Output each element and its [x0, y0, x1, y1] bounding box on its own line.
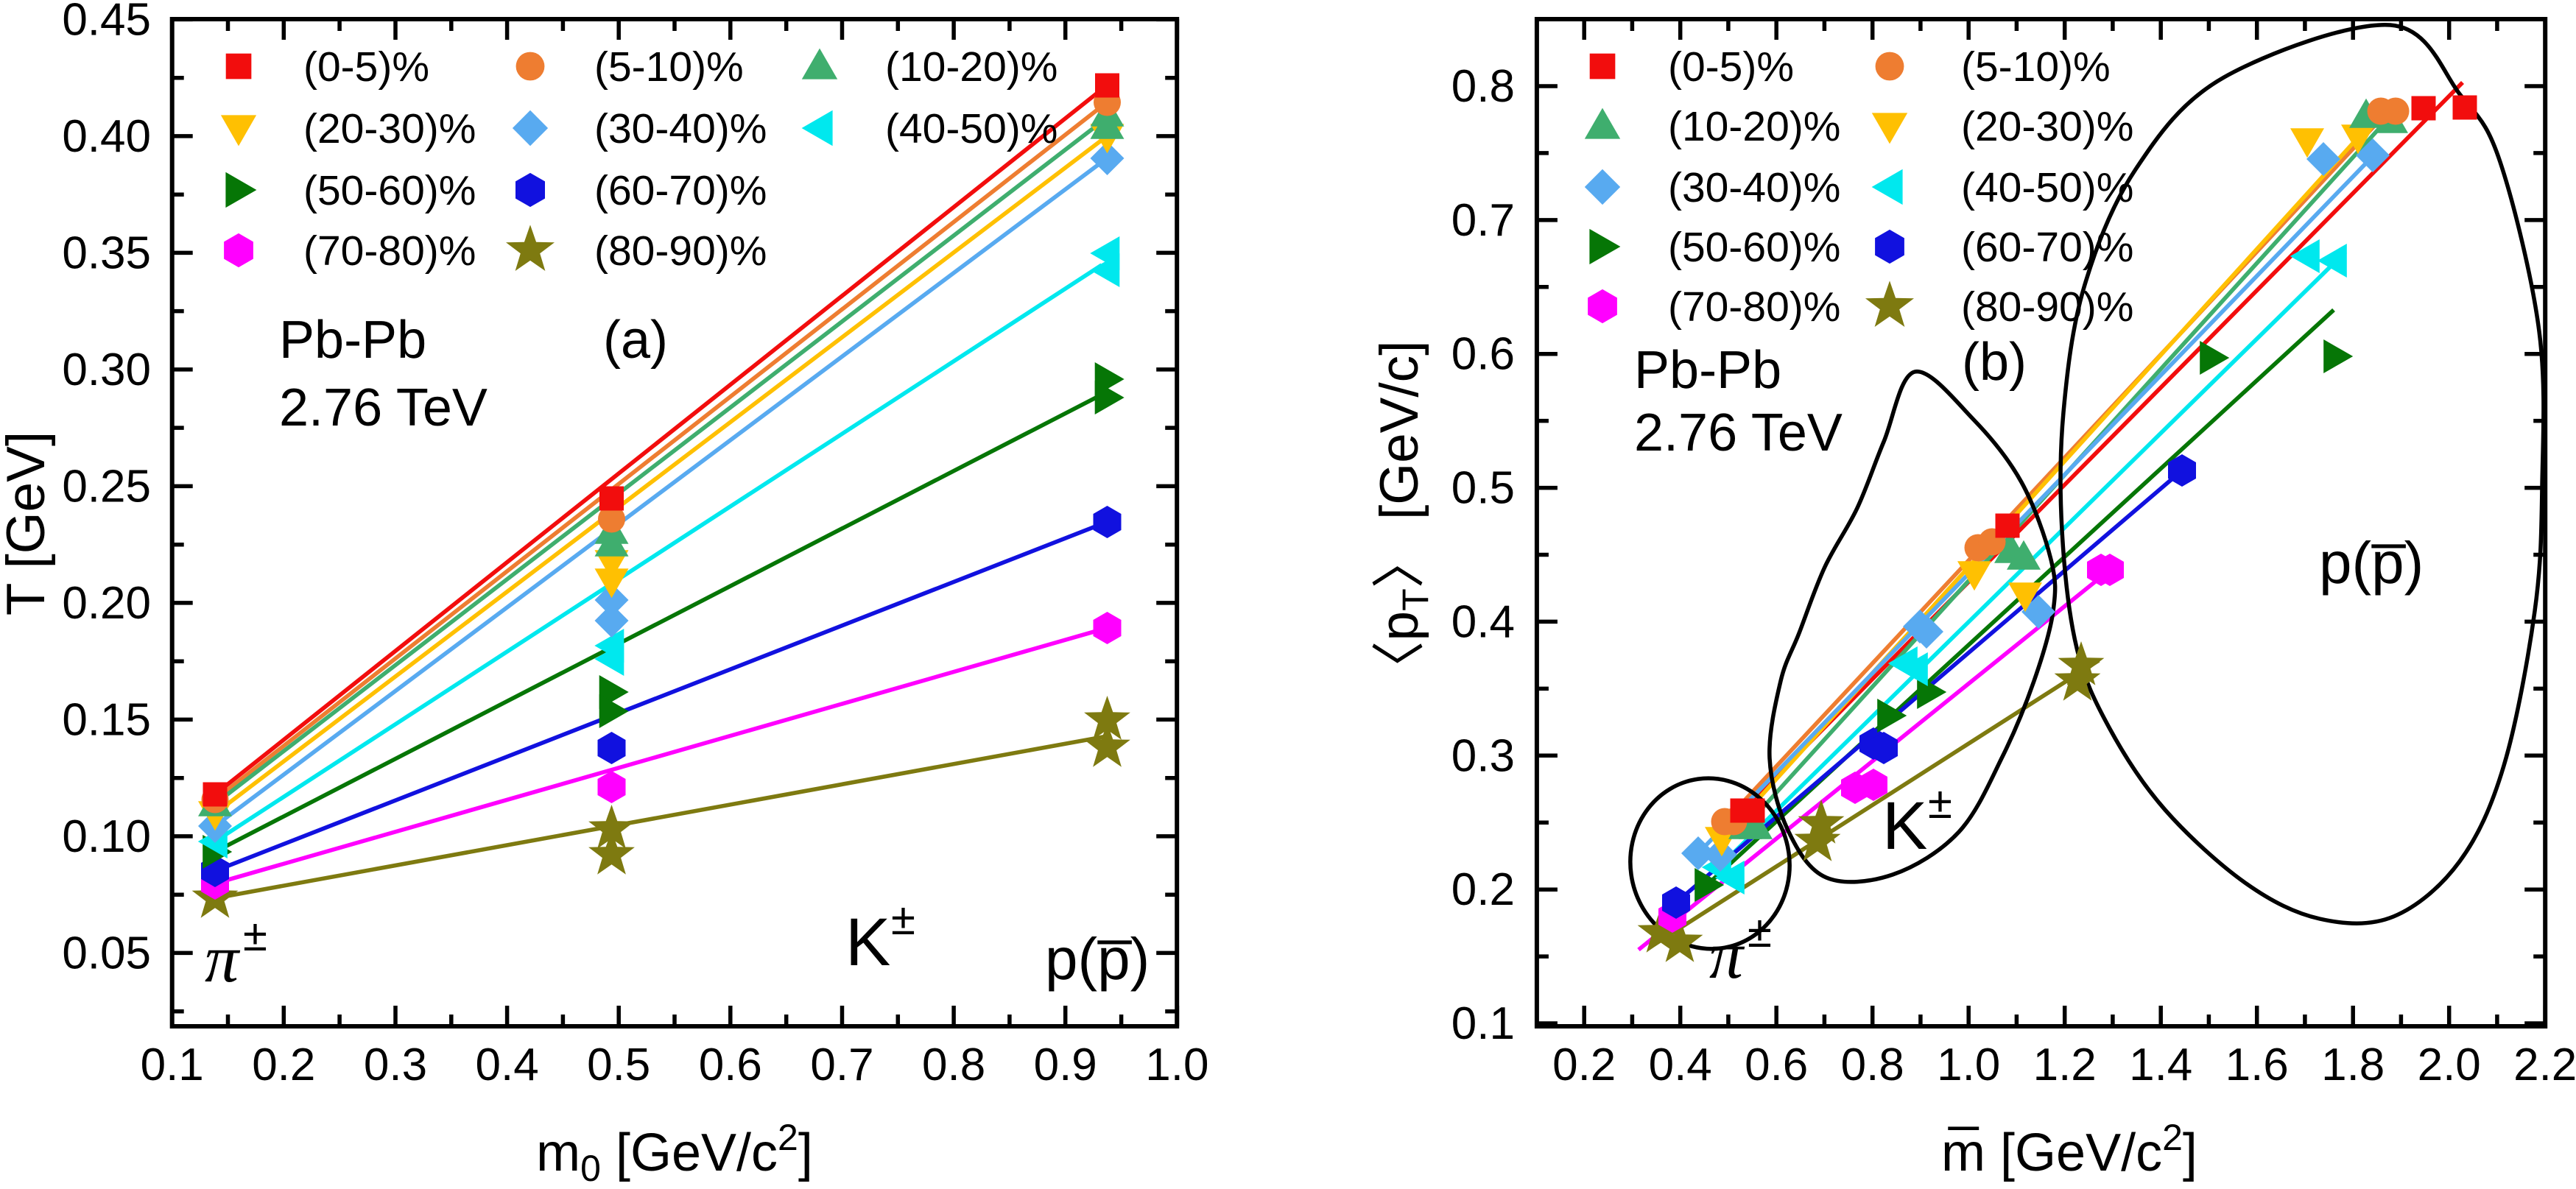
svg-text:0.5: 0.5 — [587, 1040, 650, 1090]
svg-text:(50-60)%: (50-60)% — [1668, 224, 1840, 271]
svg-text:1.2: 1.2 — [2033, 1040, 2097, 1090]
svg-text:(20-30)%: (20-30)% — [303, 105, 476, 152]
svg-text:0.5: 0.5 — [1451, 463, 1515, 514]
svg-text:(60-70)%: (60-70)% — [1961, 224, 2133, 271]
svg-text:(60-70)%: (60-70)% — [594, 167, 767, 214]
svg-text:0.1: 0.1 — [1451, 998, 1515, 1049]
svg-text:(10-20)%: (10-20)% — [885, 43, 1058, 91]
svg-text:(a): (a) — [603, 311, 668, 370]
svg-text:0.8: 0.8 — [1841, 1040, 1904, 1090]
svg-text:0.7: 0.7 — [1451, 195, 1515, 246]
svg-text:p(p̅): p(p̅) — [2319, 530, 2424, 596]
svg-text:0.20: 0.20 — [62, 578, 151, 629]
svg-text:(30-40)%: (30-40)% — [1668, 164, 1840, 211]
svg-text:0.7: 0.7 — [810, 1040, 873, 1090]
svg-text:p(p̅): p(p̅) — [1045, 926, 1150, 992]
svg-text:0.6: 0.6 — [1745, 1040, 1808, 1090]
svg-text:(20-30)%: (20-30)% — [1961, 103, 2133, 150]
svg-text:0.4: 0.4 — [1451, 596, 1515, 647]
svg-text:Pb-Pb: Pb-Pb — [1634, 341, 1781, 400]
svg-text:1.0: 1.0 — [1145, 1040, 1208, 1090]
svg-text:m̅ [GeV/c2]: m̅ [GeV/c2] — [1941, 1117, 2197, 1182]
svg-text:1.6: 1.6 — [2225, 1040, 2289, 1090]
svg-text:0.6: 0.6 — [699, 1040, 762, 1090]
svg-text:K: K — [845, 905, 890, 980]
svg-text:0.2: 0.2 — [252, 1040, 315, 1090]
svg-text:2.76 TeV: 2.76 TeV — [279, 378, 488, 437]
svg-text:2.2: 2.2 — [2513, 1040, 2576, 1090]
svg-text:0.10: 0.10 — [62, 811, 151, 862]
svg-text:(80-90)%: (80-90)% — [594, 227, 767, 275]
svg-text:0.40: 0.40 — [62, 111, 151, 162]
svg-text:(70-80)%: (70-80)% — [1668, 283, 1840, 331]
svg-text:(50-60)%: (50-60)% — [303, 167, 476, 214]
svg-text:0.4: 0.4 — [475, 1040, 538, 1090]
svg-text:1.4: 1.4 — [2129, 1040, 2192, 1090]
svg-text:1.8: 1.8 — [2321, 1040, 2385, 1090]
svg-text:Pb-Pb: Pb-Pb — [279, 311, 426, 370]
svg-text:0.30: 0.30 — [62, 345, 151, 395]
svg-text:(5-10)%: (5-10)% — [1961, 43, 2111, 91]
svg-text:K: K — [1882, 788, 1927, 864]
svg-text:(40-50)%: (40-50)% — [1961, 164, 2133, 211]
svg-text:(80-90)%: (80-90)% — [1961, 283, 2133, 331]
svg-text:1.0: 1.0 — [1937, 1040, 2000, 1090]
svg-text:(40-50)%: (40-50)% — [885, 105, 1058, 152]
svg-text:0.3: 0.3 — [364, 1040, 427, 1090]
svg-text:0.4: 0.4 — [1649, 1040, 1712, 1090]
svg-text:0.8: 0.8 — [922, 1040, 985, 1090]
svg-text:0.2: 0.2 — [1451, 864, 1515, 915]
svg-text:π: π — [1709, 917, 1745, 992]
svg-text:(0-5)%: (0-5)% — [303, 43, 429, 91]
svg-text:0.6: 0.6 — [1451, 329, 1515, 380]
svg-text:±: ± — [891, 895, 915, 944]
svg-text:π: π — [205, 921, 241, 996]
svg-text:〈pT〉 [GeV/c]: 〈pT〉 [GeV/c] — [1370, 341, 1436, 695]
svg-text:±: ± — [1928, 778, 1952, 828]
svg-text:m0 [GeV/c2]: m0 [GeV/c2] — [536, 1117, 813, 1185]
svg-text:0.35: 0.35 — [62, 227, 151, 278]
svg-text:±: ± — [1748, 907, 1772, 956]
svg-text:T [GeV]: T [GeV] — [0, 431, 56, 615]
svg-text:0.9: 0.9 — [1034, 1040, 1097, 1090]
svg-text:(b): (b) — [1962, 333, 2027, 392]
svg-text:0.8: 0.8 — [1451, 61, 1515, 112]
svg-text:(30-40)%: (30-40)% — [594, 105, 767, 152]
svg-text:0.25: 0.25 — [62, 461, 151, 512]
svg-text:2.76 TeV: 2.76 TeV — [1634, 403, 1843, 462]
svg-text:0.2: 0.2 — [1552, 1040, 1616, 1090]
svg-text:(0-5)%: (0-5)% — [1668, 43, 1794, 91]
svg-text:(70-80)%: (70-80)% — [303, 227, 476, 275]
svg-text:0.45: 0.45 — [62, 0, 151, 45]
svg-text:(5-10)%: (5-10)% — [594, 43, 744, 91]
svg-text:(10-20)%: (10-20)% — [1668, 103, 1840, 150]
svg-text:2.0: 2.0 — [2418, 1040, 2481, 1090]
svg-text:0.15: 0.15 — [62, 694, 151, 745]
svg-text:0.1: 0.1 — [141, 1040, 204, 1090]
svg-text:±: ± — [243, 911, 267, 960]
svg-text:0.05: 0.05 — [62, 928, 151, 978]
svg-text:0.3: 0.3 — [1451, 730, 1515, 781]
